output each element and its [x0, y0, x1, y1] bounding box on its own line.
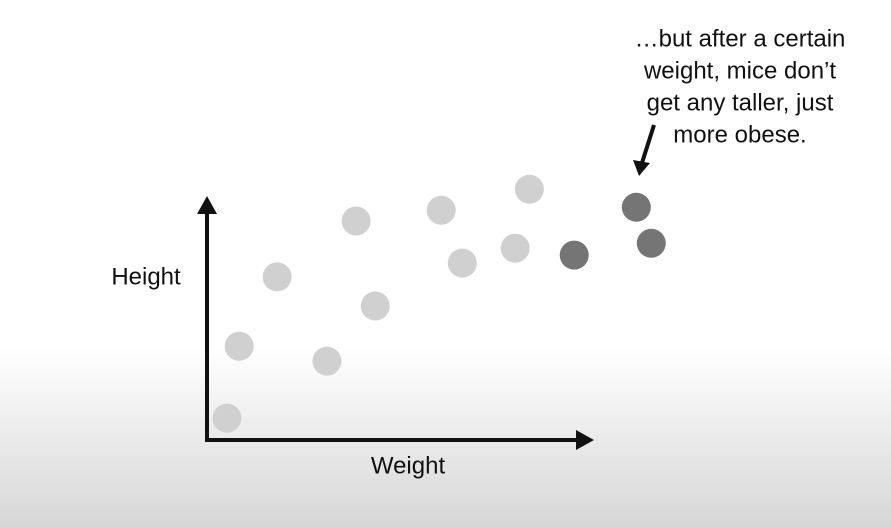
x-axis-arrow — [576, 430, 594, 450]
point — [360, 291, 390, 321]
annotation-arrow — [639, 124, 656, 167]
annotation-line: …but after a certain — [635, 25, 846, 52]
y-axis-arrow — [197, 196, 217, 214]
x-axis-label: Weight — [371, 452, 446, 479]
point — [500, 233, 530, 263]
annotation-line: get any taller, just — [647, 89, 834, 116]
point — [636, 228, 666, 258]
annotation-line: more obese. — [673, 121, 806, 148]
point — [341, 206, 371, 236]
point — [224, 331, 254, 361]
point — [447, 248, 477, 278]
point — [262, 262, 292, 292]
annotation-arrow-head — [633, 160, 650, 176]
point — [212, 403, 242, 433]
annotation: …but after a certain weight, mice don’t ge… — [635, 25, 846, 148]
point — [514, 174, 544, 204]
point — [621, 192, 651, 222]
y-axis-label: Height — [111, 263, 181, 290]
annotation-line: weight, mice don’t — [643, 57, 836, 84]
point — [312, 346, 342, 376]
point — [426, 195, 456, 225]
point — [559, 240, 589, 270]
points — [212, 174, 666, 433]
